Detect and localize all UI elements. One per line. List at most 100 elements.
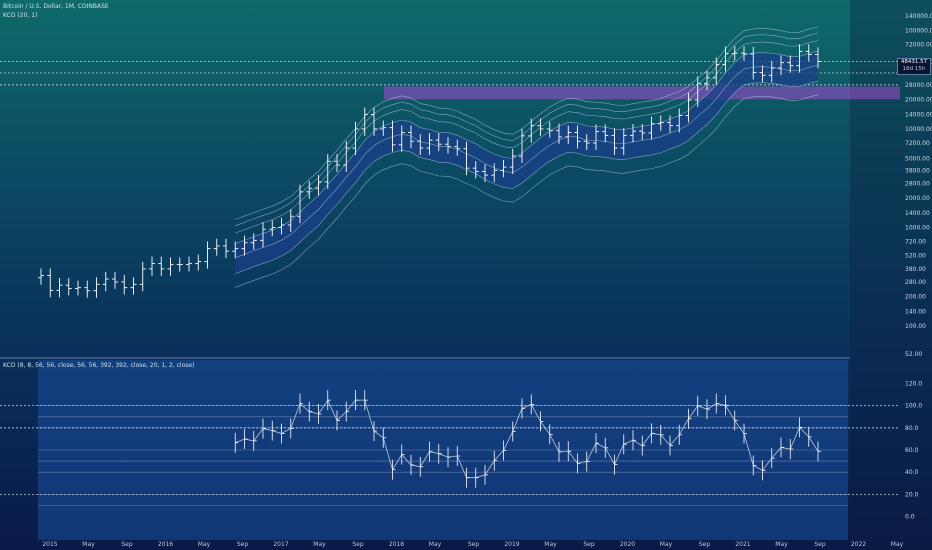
price-tick-8: 7200.00 <box>905 140 930 147</box>
osc-bar <box>475 467 479 488</box>
price-bar <box>112 271 118 289</box>
osc-tick-5: 20.0 <box>905 491 919 498</box>
price-tick-18: 280.00 <box>905 279 926 286</box>
osc-bar <box>419 456 424 477</box>
price-bar <box>583 134 590 150</box>
osc-bar <box>262 418 266 439</box>
price-bar <box>297 184 303 224</box>
price-bar <box>768 60 775 83</box>
osc-bar <box>373 421 377 442</box>
envelope-line-2 <box>235 40 819 234</box>
osc-bar <box>540 411 544 432</box>
price-tag: 48431.57 16d 15h <box>897 58 931 75</box>
osc-bar <box>715 393 720 414</box>
price-bar <box>574 125 581 149</box>
price-bar <box>435 133 442 152</box>
osc-bar <box>808 426 812 447</box>
price-bar <box>556 123 562 144</box>
osc-bar <box>586 451 590 472</box>
osc-bar <box>336 410 340 431</box>
price-bar <box>130 277 137 295</box>
x-tick-14: Sep <box>583 541 595 548</box>
price-bar <box>241 235 248 256</box>
price-bar <box>306 181 313 199</box>
keltner-band <box>235 51 818 274</box>
chart-title: Bitcoin / U.S. Dollar, 1M, COINBASE <box>3 3 109 10</box>
price-bar <box>704 70 710 91</box>
price-bar <box>260 222 266 248</box>
price-bar <box>620 128 627 155</box>
price-bar <box>223 238 229 259</box>
price-tick-16: 520.00 <box>905 252 926 259</box>
price-bar <box>232 241 239 259</box>
osc-bar <box>345 401 350 422</box>
osc-bar <box>438 443 442 464</box>
osc-bar <box>355 390 359 411</box>
x-tick-5: Sep <box>237 541 249 548</box>
price-bar <box>398 125 405 152</box>
osc-bar <box>234 432 239 453</box>
osc-bar <box>456 446 461 466</box>
price-tick-12: 2000.00 <box>905 195 930 202</box>
price-bar <box>389 120 396 152</box>
price-tick-6: 14000.00 <box>905 112 932 119</box>
x-tick-1: May <box>82 541 95 548</box>
osc-bar <box>771 448 775 469</box>
x-tick-2: Sep <box>121 541 133 548</box>
price-bar <box>546 121 553 138</box>
osc-bar <box>789 439 794 459</box>
price-bar <box>722 46 729 72</box>
price-bar <box>250 233 257 250</box>
price-bar <box>454 139 461 156</box>
osc-bar <box>549 424 553 445</box>
price-bar <box>417 134 424 155</box>
price-tick-2: 72000.00 <box>905 41 932 48</box>
osc-bar <box>327 390 331 411</box>
osc-line <box>235 399 819 479</box>
x-tick-4: May <box>198 541 211 548</box>
osc-bar <box>734 410 738 431</box>
price-bar <box>84 280 91 298</box>
price-bar <box>639 124 646 140</box>
x-tick-16: May <box>660 541 673 548</box>
x-tick-21: 2022 <box>851 541 866 548</box>
osc-bar <box>401 444 405 465</box>
x-tick-15: 2020 <box>620 541 635 548</box>
price-bar <box>648 116 655 140</box>
osc-bar <box>429 441 433 462</box>
price-bar <box>482 164 488 183</box>
price-bar <box>149 256 155 276</box>
osc-bar <box>817 441 821 462</box>
price-bar <box>56 278 63 298</box>
price-bar <box>75 280 81 296</box>
osc-bar <box>503 440 507 461</box>
osc-bar <box>669 435 673 456</box>
x-tick-11: Sep <box>468 541 480 548</box>
indicator-title: KCO (20, 1) <box>3 12 38 19</box>
price-tick-14: 1000.00 <box>905 224 930 231</box>
x-tick-3: 2016 <box>158 541 173 548</box>
price-bar <box>796 44 803 73</box>
osc-bar <box>447 447 451 468</box>
price-tick-0: 140000.00 <box>905 13 932 20</box>
osc-bar <box>392 459 396 480</box>
price-bar <box>167 257 174 276</box>
x-tick-22: May <box>891 541 904 548</box>
price-bar <box>519 128 525 164</box>
osc-bar <box>521 398 525 419</box>
price-bar <box>121 274 128 295</box>
osc-tick-0: 120.0 <box>905 381 922 388</box>
price-bar <box>731 46 738 61</box>
osc-bar <box>308 401 313 422</box>
price-tag-sub: 16d 15h <box>902 66 926 72</box>
price-bar <box>685 92 692 123</box>
price-bar <box>509 149 516 175</box>
osc-bar <box>632 430 636 451</box>
price-bar <box>102 271 109 292</box>
price-bar <box>657 115 664 131</box>
envelope-line-4 <box>235 64 819 259</box>
price-tick-4: 28000.00 <box>905 82 932 89</box>
osc-bar <box>678 424 683 445</box>
